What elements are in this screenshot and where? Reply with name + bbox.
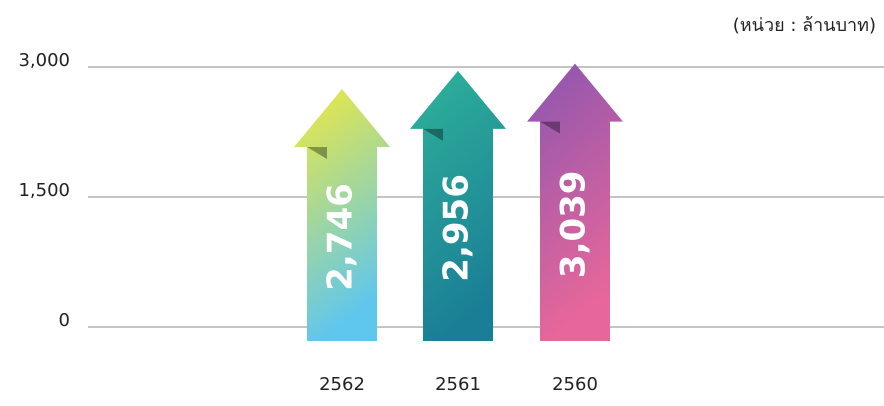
arrow-shade <box>307 147 327 160</box>
y-tick-label: 0 <box>59 310 70 331</box>
x-tick-label: 2562 <box>319 374 365 395</box>
arrow-shade <box>540 121 560 134</box>
x-tick-label: 2560 <box>552 374 598 395</box>
value-label: 2,746 <box>321 183 361 291</box>
y-tick-label: 3,000 <box>18 50 70 71</box>
y-tick-label: 1,500 <box>18 180 70 201</box>
x-tick-label: 2561 <box>435 374 481 395</box>
arrow-shade <box>423 128 443 141</box>
unit-label: (หน่วย : ล้านบาท) <box>733 15 876 36</box>
arrow-bar <box>294 89 390 341</box>
value-label: 2,956 <box>437 174 477 282</box>
value-label: 3,039 <box>554 171 594 279</box>
arrow-bar <box>527 63 623 342</box>
arrow-bar <box>410 70 506 342</box>
